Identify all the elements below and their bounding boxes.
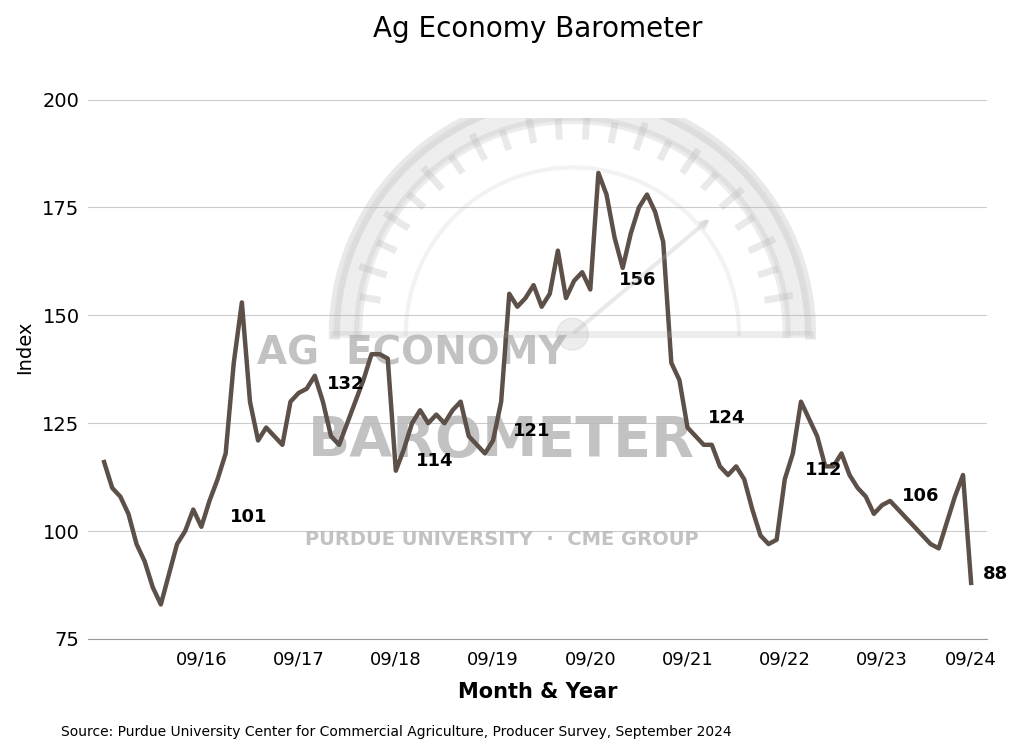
- Text: 88: 88: [983, 565, 1009, 583]
- Text: 156: 156: [618, 271, 656, 289]
- Text: AG  ECONOMY: AG ECONOMY: [257, 334, 566, 372]
- Text: PURDUE UNIVERSITY  ·  CME GROUP: PURDUE UNIVERSITY · CME GROUP: [305, 531, 698, 550]
- Text: Source: Purdue University Center for Commercial Agriculture, Producer Survey, Se: Source: Purdue University Center for Com…: [61, 725, 732, 739]
- Text: 101: 101: [229, 508, 267, 527]
- Text: BAROMETER: BAROMETER: [308, 414, 695, 468]
- Text: 114: 114: [416, 452, 454, 470]
- Title: Ag Economy Barometer: Ag Economy Barometer: [373, 15, 702, 43]
- Text: 112: 112: [805, 461, 843, 479]
- Text: 124: 124: [708, 409, 745, 427]
- Text: 121: 121: [513, 422, 551, 440]
- Text: 106: 106: [902, 487, 940, 505]
- Text: 132: 132: [327, 374, 365, 393]
- X-axis label: Month & Year: Month & Year: [458, 682, 617, 702]
- Circle shape: [557, 318, 588, 350]
- Y-axis label: Index: Index: [15, 321, 34, 374]
